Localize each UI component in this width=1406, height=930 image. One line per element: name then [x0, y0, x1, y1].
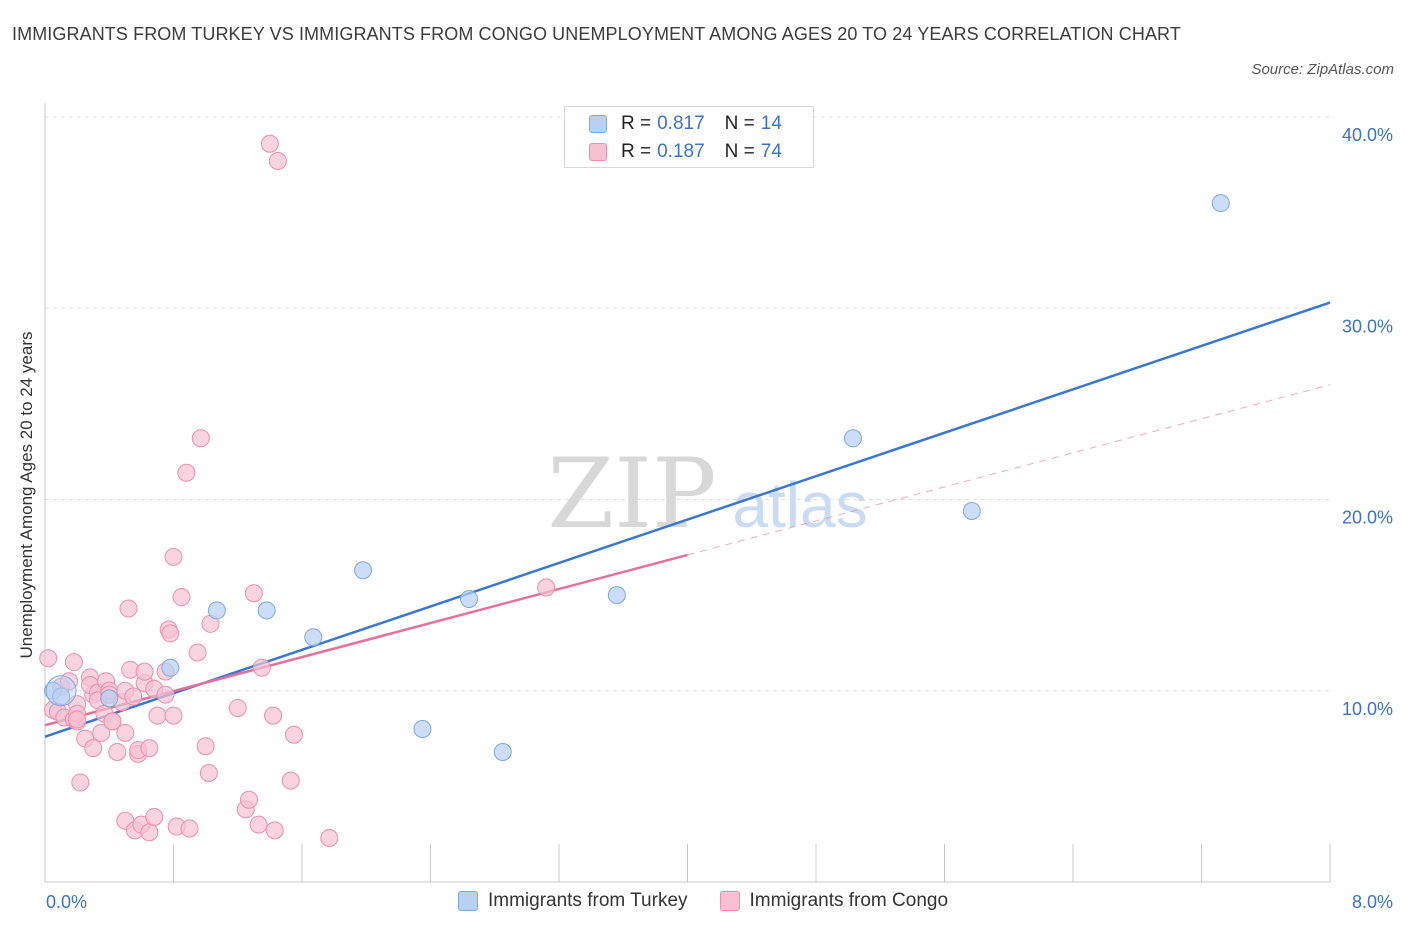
axes: [44, 103, 1331, 883]
congo-point: [108, 742, 127, 761]
n-label: N =: [724, 113, 755, 134]
y-tick-label: 40.0%: [1342, 125, 1393, 145]
turkey-trend-line: [44, 301, 1331, 738]
r-value-congo: 0.187: [657, 141, 705, 162]
congo-point: [161, 624, 180, 643]
congo-point: [39, 649, 58, 668]
series-legend: Immigrants from Turkey Immigrants from C…: [0, 890, 1406, 912]
congo-point: [281, 771, 300, 790]
congo-point: [177, 463, 196, 482]
congo-point: [148, 706, 167, 725]
y-tick-label: 20.0%: [1342, 508, 1393, 528]
congo-point: [71, 773, 90, 792]
congo-point: [265, 821, 284, 840]
turkey-point: [257, 601, 276, 620]
legend-swatch-turkey: [457, 891, 478, 911]
congo-swatch: [589, 143, 607, 161]
turkey-point: [843, 429, 862, 448]
watermark-zip: ZIP: [547, 438, 716, 550]
congo-point: [164, 547, 183, 566]
stats-legend: R = 0.817 N = 14 R = 0.187 N = 74: [564, 106, 814, 168]
congo-point: [537, 578, 556, 597]
congo-point: [60, 672, 79, 691]
stats-row-turkey: R = 0.817 N = 14: [589, 111, 782, 137]
source-label: Source: ZipAtlas.com: [1251, 61, 1394, 78]
congo-point: [244, 584, 263, 603]
congo-point: [64, 653, 83, 672]
legend-label-congo: Immigrants from Congo: [749, 890, 949, 911]
x-tick-label: 8.0%: [1352, 892, 1393, 912]
watermark: ZIP atlas: [547, 438, 867, 550]
legend-swatch-congo: [719, 891, 740, 911]
congo-point: [264, 706, 283, 725]
congo-point: [68, 710, 87, 729]
turkey-point: [52, 687, 71, 706]
congo-point: [116, 723, 135, 742]
congo-point: [164, 706, 183, 725]
congo-point: [119, 599, 138, 618]
watermark-atlas: atlas: [732, 469, 867, 541]
tick-labels: 10.0% 20.0% 30.0% 40.0% 0.0% 8.0%: [46, 125, 1393, 912]
congo-point: [284, 725, 303, 744]
data-points: [39, 134, 1230, 848]
congo-point: [103, 712, 122, 731]
turkey-point: [304, 628, 323, 647]
grid-lines: [45, 116, 1330, 692]
turkey-point: [460, 589, 479, 608]
turkey-point: [962, 501, 981, 520]
legend-label-turkey: Immigrants from Turkey: [487, 890, 688, 911]
congo-point: [156, 685, 175, 704]
congo-point: [268, 151, 287, 170]
stats-row-congo: R = 0.187 N = 74: [589, 139, 782, 165]
n-value-turkey: 14: [760, 113, 782, 134]
turkey-point: [413, 720, 432, 738]
congo-point: [140, 739, 159, 758]
turkey-point: [493, 742, 512, 761]
congo-point: [196, 737, 215, 756]
congo-point: [145, 807, 164, 826]
turkey-point: [161, 658, 180, 677]
turkey-cluster-point: [45, 675, 77, 707]
congo-trend-line-extension: [687, 384, 1331, 556]
y-axis-label: Unemployment Among Ages 20 to 24 years: [17, 332, 36, 659]
congo-point: [239, 790, 258, 809]
congo-point: [260, 134, 279, 153]
congo-point: [180, 819, 199, 838]
n-value-congo: 74: [760, 141, 782, 162]
congo-point: [92, 723, 111, 742]
congo-point: [252, 658, 271, 677]
congo-point: [188, 643, 207, 662]
congo-point: [84, 739, 103, 758]
congo-point: [249, 815, 268, 834]
y-tick-label: 10.0%: [1342, 699, 1393, 719]
congo-point: [320, 829, 339, 848]
turkey-point: [100, 689, 119, 708]
congo-point: [140, 823, 159, 842]
legend-item-congo[interactable]: Immigrants from Congo: [719, 890, 949, 912]
turkey-swatch: [589, 115, 607, 133]
turkey-point: [354, 561, 373, 580]
congo-point: [228, 698, 247, 717]
congo-point: [191, 429, 210, 448]
r-value-turkey: 0.817: [657, 113, 705, 134]
congo-point: [199, 763, 218, 782]
turkey-point: [607, 586, 626, 605]
trend-lines: [44, 301, 1331, 738]
legend-item-turkey[interactable]: Immigrants from Turkey: [457, 890, 688, 912]
turkey-point: [1211, 194, 1230, 213]
x-tick-label: 0.0%: [46, 892, 87, 912]
turkey-point: [207, 601, 226, 620]
y-tick-label: 30.0%: [1342, 316, 1393, 336]
congo-point: [135, 662, 154, 681]
r-label: R =: [621, 113, 652, 134]
congo-point: [124, 687, 143, 706]
chart-title: IMMIGRANTS FROM TURKEY VS IMMIGRANTS FRO…: [12, 24, 1181, 44]
n-label: N =: [724, 141, 755, 162]
congo-point: [172, 588, 191, 607]
r-label: R =: [621, 141, 652, 162]
